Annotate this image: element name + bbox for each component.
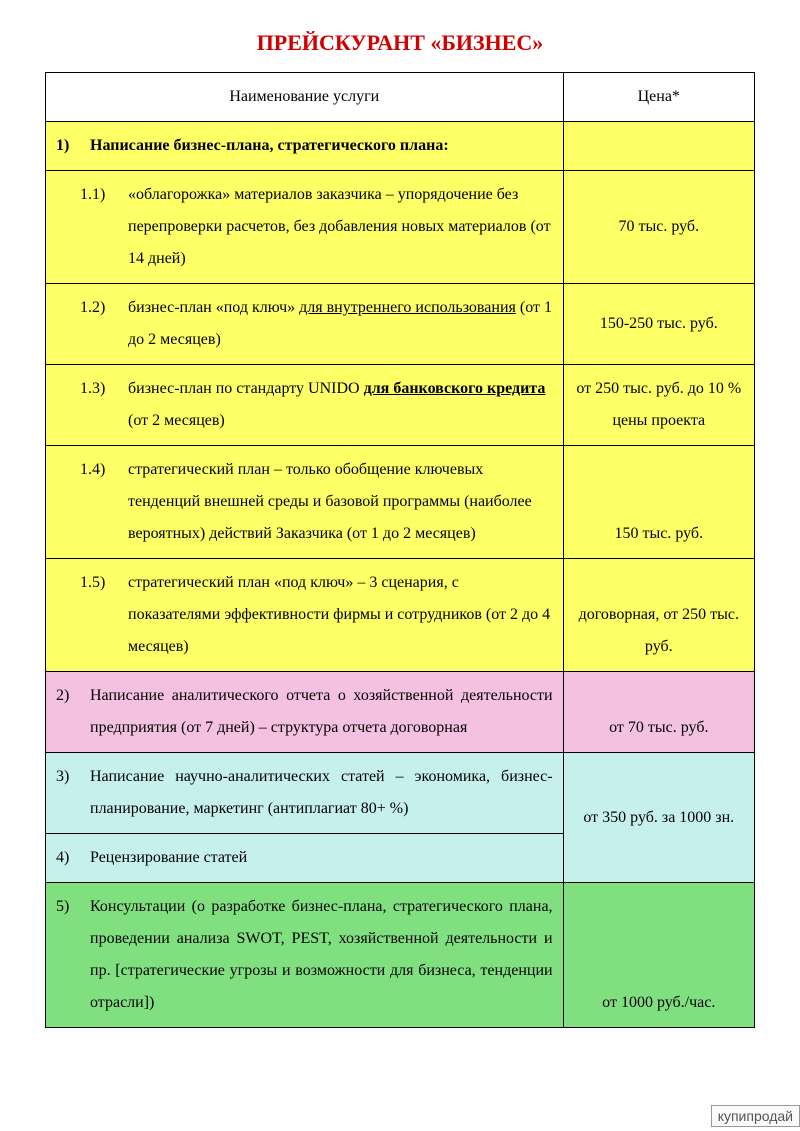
row-1-1: 1.1) «облагорожка» материалов заказчика …	[46, 171, 755, 284]
row-2: 2) Написание аналитического отчета о хоз…	[46, 672, 755, 753]
row-3: 3) Написание научно-аналитических статей…	[46, 753, 755, 834]
row-1-3-text: бизнес-план по стандарту UNIDO для банко…	[128, 373, 553, 437]
row-1-1-text: «облагорожка» материалов заказчика – упо…	[128, 179, 553, 275]
row-3-4-price: от 350 руб. за 1000 зн.	[563, 753, 754, 883]
row-3-text: Написание научно-аналитических статей – …	[90, 761, 553, 825]
row-4-num: 4)	[56, 842, 80, 874]
row-2-num: 2)	[56, 680, 80, 744]
row-3-num: 3)	[56, 761, 80, 825]
row-1-1-num: 1.1)	[80, 179, 114, 275]
page-title: ПРЕЙСКУРАНТ «БИЗНЕС»	[45, 30, 755, 56]
row-5: 5) Консультации (о разработке бизнес-пла…	[46, 883, 755, 1028]
row-2-price: от 70 тыс. руб.	[563, 672, 754, 753]
row-1-4: 1.4) стратегический план – только обобще…	[46, 446, 755, 559]
row-1-5-price: договорная, от 250 тыс. руб.	[563, 559, 754, 672]
row-1-2-num: 1.2)	[80, 292, 114, 356]
row-1-2: 1.2) бизнес-план «под ключ» для внутренн…	[46, 284, 755, 365]
section-1-price	[563, 122, 754, 171]
row-1-2-price: 150-250 тыс. руб.	[563, 284, 754, 365]
row-1-1-price: 70 тыс. руб.	[563, 171, 754, 284]
row-1-2-text: бизнес-план «под ключ» для внутреннего и…	[128, 292, 553, 356]
row-1-3: 1.3) бизнес-план по стандарту UNIDO для …	[46, 365, 755, 446]
row-5-price: от 1000 руб./час.	[563, 883, 754, 1028]
row-1-5: 1.5) стратегический план «под ключ» – 3 …	[46, 559, 755, 672]
section-1-title: Написание бизнес-плана, стратегического …	[90, 130, 553, 162]
row-1-5-num: 1.5)	[80, 567, 114, 663]
row-1-4-text: стратегический план – только обобщение к…	[128, 454, 553, 550]
row-2-text: Написание аналитического отчета о хозяйс…	[90, 680, 553, 744]
table-header-row: Наименование услуги Цена*	[46, 73, 755, 122]
price-table: Наименование услуги Цена* 1) Написание б…	[45, 72, 755, 1028]
row-1-5-text: стратегический план «под ключ» – 3 сцена…	[128, 567, 553, 663]
section-1-num: 1)	[56, 130, 80, 162]
watermark: купипродай	[711, 1105, 800, 1127]
row-1-4-num: 1.4)	[80, 454, 114, 550]
section-1-head: 1) Написание бизнес-плана, стратегическо…	[46, 122, 755, 171]
row-5-text: Консультации (о разработке бизнес-плана,…	[90, 891, 553, 1019]
row-5-num: 5)	[56, 891, 80, 1019]
row-1-3-price: от 250 тыс. руб. до 10 % цены проекта	[563, 365, 754, 446]
row-4-text: Рецензирование статей	[90, 842, 553, 874]
col-header-price: Цена*	[563, 73, 754, 122]
row-1-4-price: 150 тыс. руб.	[563, 446, 754, 559]
row-1-3-num: 1.3)	[80, 373, 114, 437]
col-header-service: Наименование услуги	[46, 73, 564, 122]
